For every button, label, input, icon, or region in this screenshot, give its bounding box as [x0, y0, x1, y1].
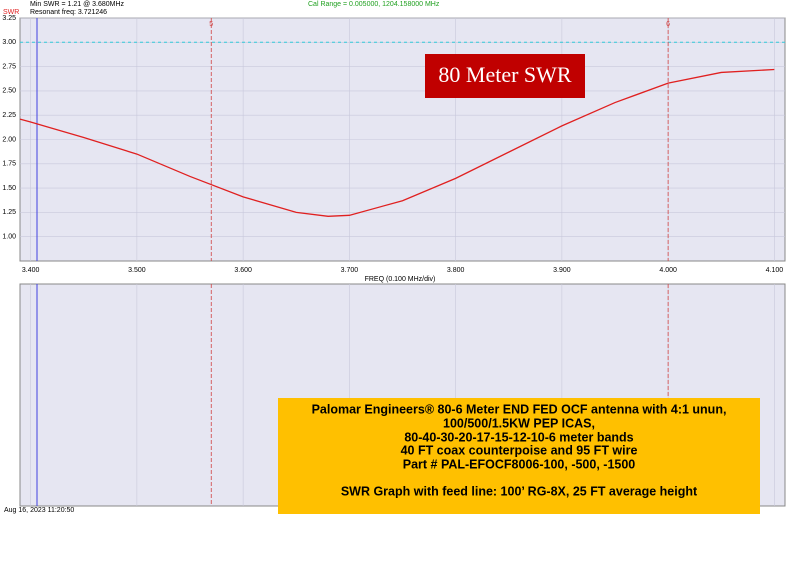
marker-label: 6 [666, 21, 670, 28]
min-swr: Min SWR = 1.21 @ 3.680MHz [30, 1, 125, 8]
info-line: 40 FT coax counterpoise and 95 FT wire [401, 443, 638, 457]
info-line: Part # PAL-EFOCF8006-100, -500, -1500 [403, 457, 636, 471]
resonant-freq: Resonant freq: 3.721246 [30, 9, 107, 16]
x-tick-label: 3.900 [553, 267, 571, 274]
info-line: 100/500/1.5KW PEP ICAS, [443, 416, 595, 430]
y-tick-label: 1.50 [2, 185, 16, 192]
y-tick-label: 1.25 [2, 209, 16, 216]
title-box [425, 54, 585, 98]
x-axis-label: FREQ (0.100 MHz/div) [365, 276, 436, 283]
info-text: Palomar Engineers® 80-6 Meter END FED OC… [312, 402, 727, 498]
x-tick-label: 3.800 [447, 267, 465, 274]
x-tick-label: 3.500 [128, 267, 146, 274]
swr-line [19, 68, 775, 217]
cal-range: Cal Range = 0.005000, 1204.158000 MHz [308, 1, 440, 8]
info-line: Palomar Engineers® 80-6 Meter END FED OC… [312, 402, 727, 416]
info-line: 80-40-30-20-17-15-12-10-6 meter bands [404, 430, 633, 444]
x-tick-label: 4.100 [766, 267, 784, 274]
info-box [278, 398, 760, 514]
y-tick-label: 2.75 [2, 63, 16, 70]
marker-label: 5 [209, 21, 213, 28]
x-tick-label: 4.000 [659, 267, 677, 274]
timestamp: Aug 16, 2023 11:20:50 [4, 507, 74, 514]
x-tick-label: 3.400 [22, 267, 40, 274]
y-tick-label: 3.25 [2, 15, 16, 22]
y-tick-label: 1.75 [2, 161, 16, 168]
x-tick-label: 3.600 [234, 267, 252, 274]
y-tick-label: 1.00 [2, 234, 16, 241]
y-tick-label: 2.25 [2, 112, 16, 119]
x-tick-label: 3.700 [341, 267, 359, 274]
y-tick-label: 2.00 [2, 136, 16, 143]
y-tick-label: 3.00 [2, 39, 16, 46]
y-tick-label: 2.50 [2, 88, 16, 95]
info-line: SWR Graph with feed line: 100’ RG-8X, 25… [341, 484, 698, 498]
y-axis-label: SWR [3, 9, 19, 16]
chart-title: 80 Meter SWR [438, 62, 572, 87]
